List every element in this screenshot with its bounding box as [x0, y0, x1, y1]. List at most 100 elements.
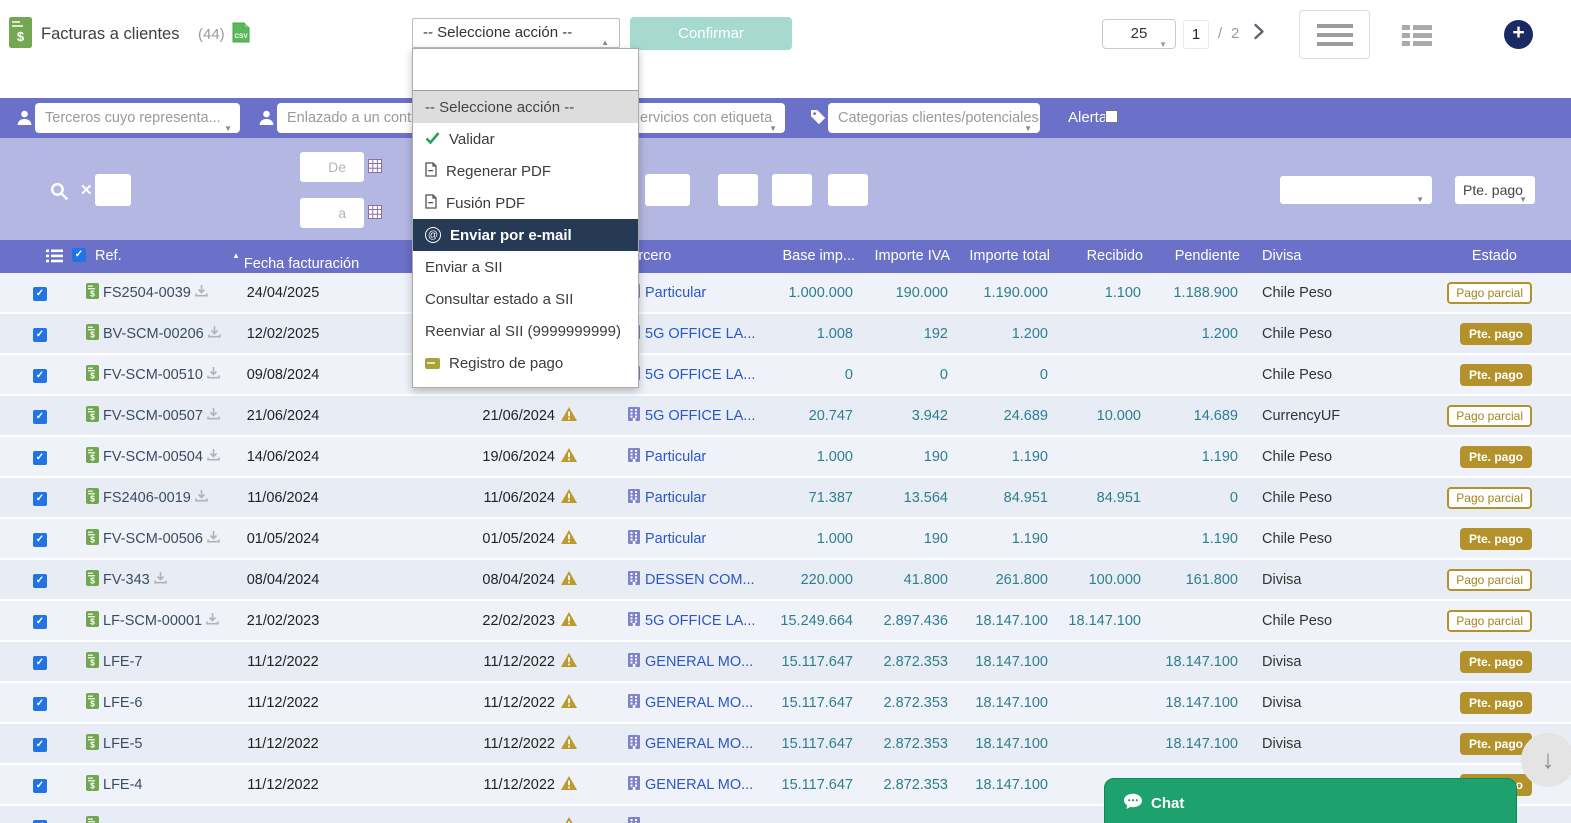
invoice-ref-link[interactable]: FV-SCM-00504: [103, 448, 203, 465]
search-status-select[interactable]: Pte. pago ▼: [1455, 176, 1535, 204]
clear-search-icon[interactable]: ✕: [80, 182, 93, 199]
menu-item[interactable]: Regenerar PDF: [413, 155, 638, 187]
column-header-recibido[interactable]: Recibido: [1086, 248, 1143, 264]
status-badge: Pte. pago: [1459, 527, 1532, 550]
page-number-input[interactable]: 1: [1183, 20, 1209, 49]
invoice-ref-link[interactable]: FV-SCM-00506: [103, 530, 203, 547]
search-iva-input[interactable]: [772, 174, 812, 206]
column-header-estado[interactable]: Estado: [1471, 248, 1517, 264]
row-checkbox[interactable]: ✓: [33, 410, 47, 424]
download-icon[interactable]: [207, 530, 220, 547]
invoice-date: 11/06/2024: [247, 489, 319, 506]
menu-item[interactable]: Registro de pago: [413, 347, 638, 379]
list-view-button[interactable]: [1299, 10, 1370, 59]
thirdparty-link[interactable]: GENERAL MO...: [645, 776, 754, 793]
search-base-input[interactable]: [718, 174, 758, 206]
menu-item[interactable]: Consultar estado a SII: [425, 290, 574, 308]
thirdparty-link[interactable]: 5G OFFICE LA...: [645, 325, 756, 342]
thirdparty-link[interactable]: Particular: [645, 530, 707, 547]
column-header-pendiente[interactable]: Pendiente: [1174, 248, 1240, 264]
row-checkbox[interactable]: ✓: [33, 820, 47, 823]
invoice-ref-link[interactable]: LFE-4: [103, 776, 143, 793]
thirdparty-link[interactable]: Particular: [645, 489, 707, 506]
row-checkbox[interactable]: ✓: [33, 533, 47, 547]
row-checkbox[interactable]: ✓: [33, 287, 47, 301]
column-header-fecha[interactable]: ▲ Fecha facturación: [232, 251, 360, 272]
date-from-input[interactable]: [300, 152, 364, 182]
invoice-ref-link[interactable]: FV-SCM-00507: [103, 407, 203, 424]
invoice-ref-link[interactable]: FV-SCM-00510: [103, 366, 203, 383]
invoice-ref-link[interactable]: FV-343: [103, 571, 150, 588]
csv-export-icon[interactable]: CSV: [232, 22, 250, 48]
download-icon[interactable]: [206, 612, 219, 629]
chat-button[interactable]: Chat: [1104, 778, 1517, 823]
invoice-ref-link[interactable]: LFE-7: [103, 653, 143, 670]
column-header-iva[interactable]: Importe IVA: [874, 248, 950, 264]
download-icon[interactable]: [195, 284, 208, 301]
row-checkbox[interactable]: ✓: [33, 738, 47, 752]
column-header-base[interactable]: Base imp...: [782, 248, 855, 264]
invoice-ref-link[interactable]: BV-SCM-00206: [103, 325, 204, 342]
invoice-ref-link[interactable]: LFE-5: [103, 735, 143, 752]
dropdown-search-input[interactable]: [413, 49, 638, 91]
kanban-view-button[interactable]: [1402, 25, 1432, 46]
thirdparty-link[interactable]: Particular: [645, 284, 707, 301]
row-checkbox[interactable]: ✓: [33, 328, 47, 342]
alert-filter-checkbox[interactable]: [1105, 110, 1118, 123]
confirm-button[interactable]: Confirmar: [630, 17, 792, 50]
column-header-divisa[interactable]: Divisa: [1262, 248, 1302, 264]
row-checkbox[interactable]: ✓: [33, 492, 47, 506]
thirdparty-link[interactable]: GENERAL MO...: [645, 653, 754, 670]
download-icon[interactable]: [195, 489, 208, 506]
thirdparty-link[interactable]: Particular: [645, 448, 707, 465]
select-all-checkbox[interactable]: ✓: [72, 248, 86, 262]
search-total-input[interactable]: [828, 174, 868, 206]
calendar-icon[interactable]: [368, 159, 382, 178]
page-size-select[interactable]: 25 ▼: [1102, 19, 1176, 49]
invoice-ref-link[interactable]: LF-SCM-00001: [103, 612, 203, 629]
row-checkbox[interactable]: ✓: [33, 574, 47, 588]
invoice-ref-link[interactable]: LFE-6: [103, 694, 143, 711]
column-header-total[interactable]: Importe total: [969, 248, 1050, 264]
thirdparty-link[interactable]: GENERAL MO...: [645, 735, 754, 752]
menu-item[interactable]: @ Enviar por e-mail: [413, 219, 638, 251]
row-checkbox[interactable]: ✓: [33, 451, 47, 465]
search-icon[interactable]: [49, 181, 70, 207]
filter-select-categorias[interactable]: Categorias clientes/potenciales ▼: [828, 103, 1040, 133]
next-page-button[interactable]: [1253, 23, 1265, 45]
menu-item[interactable]: Validar: [413, 123, 638, 155]
menu-item[interactable]: Fusión PDF: [413, 187, 638, 219]
column-header-ref[interactable]: Ref.: [95, 248, 122, 264]
scroll-down-button[interactable]: ↓: [1521, 733, 1571, 787]
download-icon[interactable]: [207, 325, 221, 342]
download-icon[interactable]: [207, 366, 220, 383]
row-checkbox[interactable]: ✓: [33, 697, 47, 711]
search-tercero-input[interactable]: [645, 174, 690, 206]
calendar-icon[interactable]: [368, 205, 382, 224]
invoice-doc-icon: $: [86, 323, 99, 344]
add-invoice-button[interactable]: +: [1504, 20, 1533, 49]
download-icon[interactable]: [207, 448, 220, 465]
filter-select-terceros[interactable]: Terceros cuyo representa... ▼: [35, 103, 240, 133]
invoice-ref-link[interactable]: FS2504-0039: [103, 284, 191, 301]
download-icon[interactable]: [207, 407, 220, 424]
search-ref-input[interactable]: [95, 174, 131, 206]
menu-item[interactable]: -- Seleccione acción --: [413, 91, 638, 123]
row-checkbox[interactable]: ✓: [33, 615, 47, 629]
download-icon[interactable]: [153, 571, 167, 588]
row-checkbox[interactable]: ✓: [33, 656, 47, 670]
thirdparty-link[interactable]: 5G OFFICE LA...: [645, 612, 756, 629]
row-checkbox[interactable]: ✓: [33, 369, 47, 383]
thirdparty-link[interactable]: GENERAL MO...: [645, 694, 754, 711]
invoice-ref-link[interactable]: FS2406-0019: [103, 489, 191, 506]
thirdparty-link[interactable]: 5G OFFICE LA...: [645, 366, 756, 383]
row-checkbox[interactable]: ✓: [33, 779, 47, 793]
fields-selector-icon[interactable]: [46, 249, 63, 267]
search-divisa-select[interactable]: ▼: [1280, 176, 1432, 204]
menu-item[interactable]: Reenviar al SII (9999999999): [425, 322, 621, 340]
menu-item[interactable]: Enviar a SII: [425, 258, 503, 276]
thirdparty-link[interactable]: 5G OFFICE LA...: [645, 407, 756, 424]
bulk-action-select[interactable]: -- Seleccione acción -- ▲: [412, 18, 620, 48]
thirdparty-link[interactable]: DESSEN COM...: [645, 571, 755, 588]
date-to-input[interactable]: [300, 198, 364, 228]
